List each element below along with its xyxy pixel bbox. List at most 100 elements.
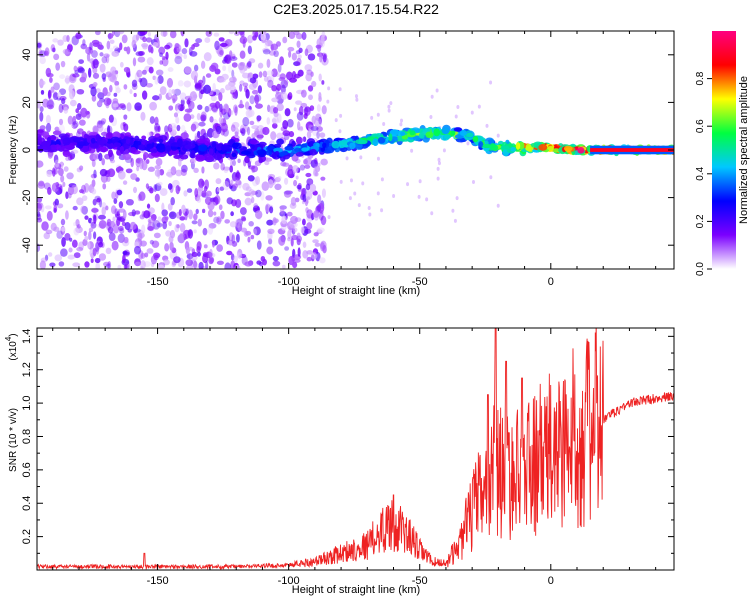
noise-blob bbox=[93, 214, 97, 224]
noise-blob bbox=[44, 47, 50, 57]
noise-blob bbox=[232, 159, 236, 167]
noise-blob bbox=[133, 245, 142, 255]
noise-blob bbox=[211, 239, 215, 248]
noise-blob bbox=[53, 154, 59, 164]
noise-blob bbox=[42, 98, 49, 108]
noise-blob bbox=[205, 31, 213, 37]
noise-blob bbox=[310, 252, 318, 260]
noise-blob bbox=[380, 177, 384, 182]
noise-blob bbox=[75, 108, 80, 114]
noise-blob bbox=[257, 85, 262, 94]
noise-blob bbox=[46, 170, 53, 178]
noise-blob bbox=[103, 97, 111, 106]
noise-blob bbox=[242, 82, 249, 88]
y-tick-label: 0.2 bbox=[21, 529, 33, 544]
noise-blob bbox=[140, 240, 147, 247]
ridge-blob bbox=[301, 147, 310, 152]
noise-blob bbox=[181, 124, 186, 133]
noise-blob bbox=[140, 252, 146, 259]
ridge-blob bbox=[267, 146, 276, 151]
noise-blob bbox=[283, 190, 292, 198]
noise-blob bbox=[256, 115, 261, 123]
colorbar-tick-label: 0.0 bbox=[695, 262, 706, 276]
noise-blob bbox=[161, 202, 165, 212]
noise-blob bbox=[168, 220, 172, 227]
noise-blob bbox=[60, 248, 68, 257]
noise-blob bbox=[179, 92, 187, 101]
noise-blob bbox=[297, 69, 304, 77]
noise-blob bbox=[207, 209, 214, 218]
snr-panel: -150 -100 -50 0 0.2 0.4 0.6 0.8 1.0 1.2 1.4 Heigh… bbox=[4, 327, 675, 596]
noise-blob bbox=[82, 238, 88, 247]
noise-blob bbox=[320, 35, 325, 45]
noise-blob bbox=[177, 159, 182, 167]
noise-blob bbox=[101, 206, 107, 216]
noise-blob bbox=[88, 231, 92, 241]
ridge-blob bbox=[153, 148, 158, 153]
noise-blob bbox=[79, 165, 84, 171]
noise-blob bbox=[180, 98, 185, 107]
noise-blob bbox=[489, 80, 493, 85]
noise-blob bbox=[229, 50, 233, 58]
spectrogram-plot-area bbox=[37, 31, 674, 269]
noise-blob bbox=[290, 237, 294, 247]
ridge-blob bbox=[466, 132, 474, 138]
ridge-blob bbox=[372, 138, 379, 146]
noise-blob bbox=[297, 247, 301, 257]
noise-blob bbox=[253, 206, 260, 212]
noise-blob bbox=[280, 206, 285, 215]
noise-blob bbox=[238, 62, 245, 71]
noise-blob bbox=[117, 264, 122, 269]
noise-blob bbox=[289, 92, 293, 97]
noise-blob bbox=[140, 260, 146, 269]
noise-blob bbox=[222, 65, 227, 72]
noise-blob bbox=[289, 202, 297, 209]
noise-blob bbox=[253, 228, 258, 236]
noise-blob bbox=[249, 120, 255, 126]
noise-blob bbox=[179, 223, 186, 233]
ridge-blob bbox=[211, 141, 217, 148]
noise-blob bbox=[92, 58, 99, 69]
noise-blob bbox=[74, 69, 79, 75]
noise-blob bbox=[143, 261, 152, 267]
noise-blob bbox=[164, 125, 169, 134]
snr-xlabel: Height of straight line (km) bbox=[292, 584, 420, 596]
noise-blob bbox=[190, 70, 199, 81]
noise-blob bbox=[177, 103, 186, 111]
noise-blob bbox=[231, 121, 240, 129]
ridge-blob bbox=[119, 145, 125, 154]
noise-blob bbox=[309, 183, 317, 193]
noise-blob bbox=[193, 229, 197, 234]
noise-blob bbox=[60, 60, 66, 68]
noise-blob bbox=[44, 205, 52, 210]
noise-blob bbox=[239, 36, 248, 44]
noise-blob bbox=[164, 243, 170, 252]
noise-blob bbox=[118, 103, 126, 109]
noise-blob bbox=[46, 210, 53, 221]
ridge-blob bbox=[130, 146, 137, 153]
noise-blob bbox=[231, 69, 235, 78]
noise-blob bbox=[196, 196, 202, 203]
noise-blob bbox=[293, 107, 297, 112]
noise-blob bbox=[442, 148, 446, 153]
ridge-blob bbox=[195, 154, 205, 162]
noise-blob bbox=[302, 194, 307, 203]
noise-blob bbox=[63, 166, 69, 172]
noise-blob bbox=[155, 69, 164, 76]
noise-blob bbox=[81, 205, 88, 215]
noise-blob bbox=[91, 208, 99, 213]
noise-blob bbox=[92, 153, 99, 161]
noise-blob bbox=[307, 122, 313, 129]
noise-blob bbox=[279, 56, 285, 66]
noise-blob bbox=[376, 191, 380, 196]
noise-blob bbox=[220, 88, 225, 94]
x-tick-label: -50 bbox=[412, 276, 428, 288]
noise-blob bbox=[430, 94, 434, 99]
noise-blob bbox=[130, 173, 138, 180]
noise-blob bbox=[37, 217, 43, 223]
noise-blob bbox=[262, 126, 270, 136]
ridge-blob bbox=[322, 142, 327, 149]
noise-blob bbox=[209, 116, 214, 123]
noise-blob bbox=[293, 31, 300, 36]
noise-blob bbox=[198, 178, 205, 189]
